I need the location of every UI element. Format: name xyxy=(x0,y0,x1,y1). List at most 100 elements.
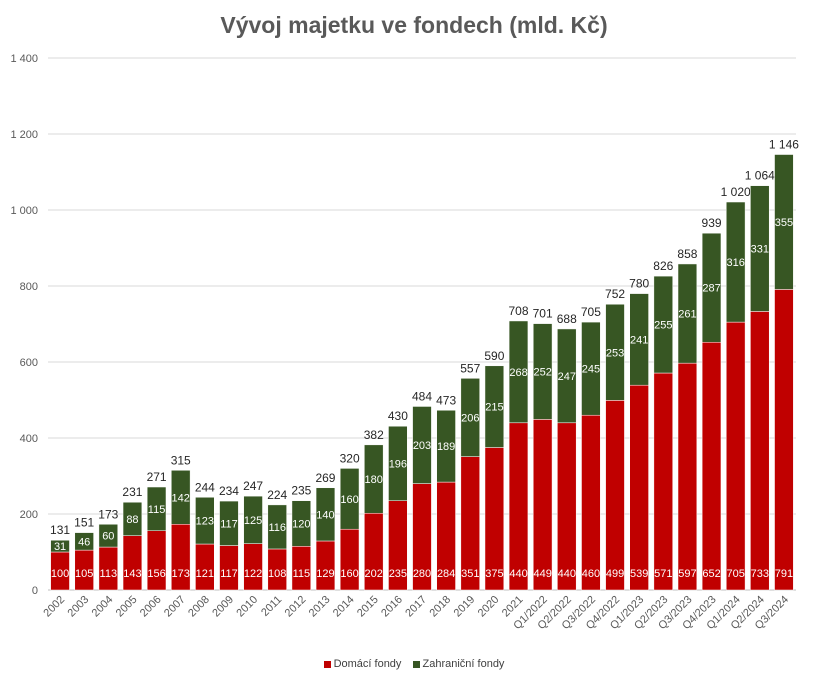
data-label-domestic: 440 xyxy=(509,568,527,580)
data-label-foreign: 215 xyxy=(485,402,503,414)
bar-domestic xyxy=(146,530,167,591)
data-label-domestic: 173 xyxy=(172,568,190,580)
bar-foreign xyxy=(581,321,601,416)
data-label-domestic: 122 xyxy=(244,568,262,580)
bar-foreign xyxy=(195,497,215,545)
total-label: 315 xyxy=(171,453,191,467)
bar-domestic xyxy=(557,422,577,591)
total-label: 1 064 xyxy=(745,169,775,183)
x-tick-label: 2003 xyxy=(66,594,92,620)
total-label: 826 xyxy=(653,259,673,273)
legend-item-foreign: Zahraniční fondy xyxy=(412,658,504,670)
data-label-foreign: 255 xyxy=(654,320,672,332)
bar-foreign xyxy=(339,468,360,530)
bar-domestic xyxy=(774,289,794,591)
bar-foreign xyxy=(653,275,673,374)
data-label-domestic: 284 xyxy=(437,568,455,580)
total-label: 780 xyxy=(629,277,649,291)
x-tick-label: 2004 xyxy=(90,594,116,620)
data-label-foreign: 142 xyxy=(172,492,190,504)
bar-foreign xyxy=(701,232,722,343)
y-tick-label: 0 xyxy=(32,585,38,597)
data-label-domestic: 121 xyxy=(196,568,214,580)
bar-foreign xyxy=(364,444,384,514)
total-label: 173 xyxy=(98,507,118,521)
x-tick-label: 2020 xyxy=(476,594,502,620)
data-label-foreign: 115 xyxy=(148,504,166,516)
bar-domestic xyxy=(677,362,698,591)
data-label-foreign: 120 xyxy=(292,519,310,531)
bar-foreign xyxy=(677,263,698,364)
total-label: 320 xyxy=(340,451,360,465)
y-tick-label: 1 000 xyxy=(10,205,38,217)
x-tick-label: 2018 xyxy=(427,594,453,620)
data-label-domestic: 108 xyxy=(268,568,286,580)
y-tick-label: 1 400 xyxy=(10,53,38,65)
bar-domestic xyxy=(171,524,191,591)
bar-foreign xyxy=(98,524,118,548)
total-label: 269 xyxy=(315,471,335,485)
total-label: 590 xyxy=(484,349,504,363)
total-label: 705 xyxy=(581,305,601,319)
y-tick-label: 600 xyxy=(20,357,38,369)
data-label-domestic: 460 xyxy=(582,568,600,580)
data-label-domestic: 235 xyxy=(389,568,407,580)
data-label-domestic: 449 xyxy=(533,568,551,580)
total-label: 382 xyxy=(364,428,384,442)
y-tick-label: 200 xyxy=(20,509,38,521)
total-label: 688 xyxy=(557,312,577,326)
total-label: 752 xyxy=(605,287,625,301)
bar-foreign xyxy=(388,425,408,501)
bar-foreign xyxy=(412,406,432,484)
bar-foreign xyxy=(171,470,191,525)
bar-domestic xyxy=(508,422,529,591)
data-label-foreign: 123 xyxy=(196,516,214,528)
data-label-foreign: 253 xyxy=(606,347,624,359)
data-label-foreign: 203 xyxy=(413,440,431,452)
total-label: 701 xyxy=(533,307,553,321)
data-label-foreign: 31 xyxy=(54,541,66,553)
bar-foreign xyxy=(50,539,70,553)
bar-domestic xyxy=(339,528,360,591)
data-label-domestic: 539 xyxy=(630,568,648,580)
total-label: 235 xyxy=(291,484,311,498)
data-label-foreign: 268 xyxy=(509,367,527,379)
total-label: 858 xyxy=(677,247,697,261)
x-tick-label: 2013 xyxy=(307,594,333,620)
total-label: 244 xyxy=(195,480,215,494)
bar-foreign xyxy=(315,487,336,542)
bar-foreign xyxy=(726,201,746,323)
x-tick-label: 2009 xyxy=(210,594,236,620)
data-label-foreign: 331 xyxy=(751,244,769,256)
data-label-foreign: 117 xyxy=(220,518,238,530)
y-tick-label: 1 200 xyxy=(10,129,38,141)
bar-domestic xyxy=(605,400,625,591)
bar-domestic xyxy=(750,311,770,591)
data-label-domestic: 105 xyxy=(75,568,93,580)
data-label-domestic: 733 xyxy=(751,568,769,580)
y-tick-label: 800 xyxy=(20,281,38,293)
bar-foreign xyxy=(267,504,287,550)
bar-foreign xyxy=(484,365,505,448)
data-label-domestic: 156 xyxy=(147,568,165,580)
data-label-domestic: 652 xyxy=(702,568,720,580)
data-label-domestic: 705 xyxy=(726,568,744,580)
bar-domestic xyxy=(243,543,263,591)
total-label: 708 xyxy=(509,304,529,318)
bar-foreign xyxy=(219,500,239,546)
bar-foreign xyxy=(557,328,577,424)
data-label-domestic: 597 xyxy=(678,568,696,580)
total-label: 131 xyxy=(50,523,70,537)
bar-foreign xyxy=(122,501,143,536)
data-label-domestic: 791 xyxy=(775,568,793,580)
data-label-domestic: 115 xyxy=(293,568,311,580)
bar-domestic xyxy=(701,341,722,591)
data-label-domestic: 143 xyxy=(123,568,141,580)
x-tick-label: 2015 xyxy=(355,594,381,620)
data-label-foreign: 261 xyxy=(678,309,696,321)
data-label-domestic: 117 xyxy=(220,568,238,580)
x-tick-label: 2019 xyxy=(452,594,478,620)
data-label-foreign: 355 xyxy=(775,217,793,229)
bar-foreign xyxy=(532,323,553,420)
data-label-domestic: 375 xyxy=(485,568,503,580)
